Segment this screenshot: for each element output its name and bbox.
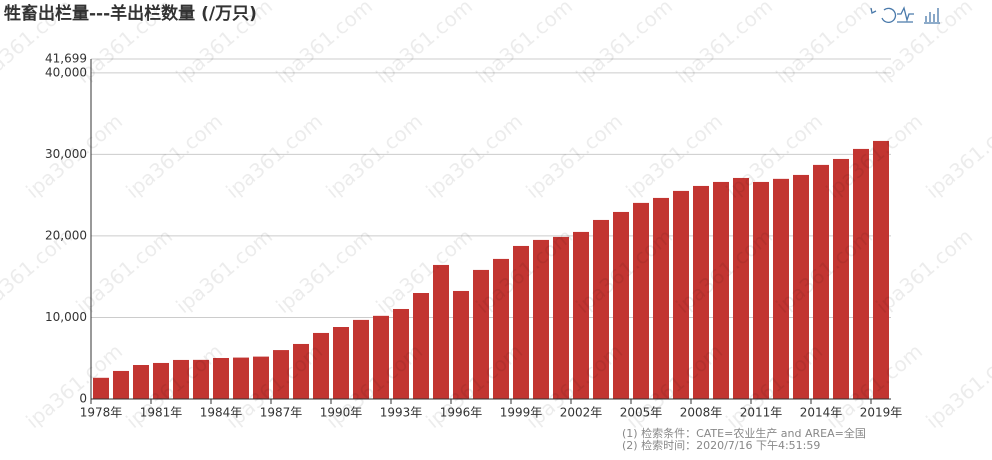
watermark: ipa361.com (21, 109, 127, 203)
bar (353, 319, 369, 399)
bar (713, 181, 729, 399)
line-icon[interactable] (897, 6, 914, 23)
bar (593, 219, 609, 399)
y-tick-label: 20,000 (45, 228, 87, 242)
watermark: ipa361.com (921, 109, 992, 203)
bar (253, 356, 269, 399)
bar (613, 211, 629, 399)
x-tick-label: 2002年 (560, 406, 603, 420)
bar (153, 362, 169, 399)
watermark: ipa361.com (421, 109, 527, 203)
bar (413, 293, 429, 399)
x-tick-label: 2019年 (860, 406, 903, 420)
x-tick-label: 1999年 (500, 406, 543, 420)
bar (773, 178, 789, 399)
x-tick-label: 2008年 (680, 406, 723, 420)
y-tick-label: 0 (79, 392, 87, 406)
watermark: ipa361.com (271, 0, 377, 88)
watermark: ipa361.com (871, 0, 977, 88)
watermark: ipa361.com (671, 0, 777, 88)
bar (333, 327, 349, 399)
restore-icon[interactable] (870, 7, 897, 24)
bar (313, 332, 329, 399)
bar (453, 290, 469, 399)
bar (633, 202, 649, 399)
footnote: (1) 检索条件：CATE=农业生产 and AREA=全国 (622, 426, 866, 440)
bar (793, 174, 809, 399)
bar (553, 236, 569, 399)
bar-icon[interactable] (924, 8, 940, 24)
bar (273, 350, 289, 399)
watermark: ipa361.com (621, 109, 727, 203)
bar (693, 185, 709, 399)
x-tick-label: 2011年 (740, 406, 783, 420)
x-tick-label: 1981年 (140, 406, 183, 420)
bar (193, 359, 209, 399)
watermark: ipa361.com (0, 224, 77, 318)
toolbox[interactable] (870, 6, 940, 24)
bar (673, 190, 689, 399)
x-tick-label: 1978年 (80, 406, 123, 420)
bar (293, 343, 309, 399)
bar (213, 357, 229, 399)
y-tick-label: 30,000 (45, 147, 87, 161)
x-tick-label: 1987年 (260, 406, 303, 420)
chart-title: 牲畜出栏量---羊出栏数量 (/万只) (4, 3, 257, 24)
bar (753, 181, 769, 399)
watermark: ipa361.com (921, 339, 992, 433)
bar (653, 197, 669, 399)
x-tick-label: 1996年 (440, 406, 483, 420)
watermark: ipa361.com (221, 109, 327, 203)
x-tick-label: 2014年 (800, 406, 843, 420)
bar (833, 158, 849, 399)
y-tick-label: 10,000 (45, 310, 87, 324)
bar (533, 239, 549, 399)
watermark: ipa361.com (71, 224, 177, 318)
y-tick-label: 40,000 (45, 65, 87, 79)
x-tick-label: 2005年 (620, 406, 663, 420)
watermark: ipa361.com (571, 0, 677, 88)
bar (873, 140, 889, 399)
watermark: ipa361.com (171, 224, 277, 318)
bar (173, 359, 189, 399)
bar (393, 308, 409, 399)
bar (433, 264, 449, 399)
bar (493, 258, 509, 399)
watermark: ipa361.com (121, 109, 227, 203)
watermark: ipa361.com (771, 0, 877, 88)
y-tick-label: 41,699 (45, 52, 87, 66)
bar (513, 245, 529, 399)
bar (853, 148, 869, 399)
watermark: ipa361.com (371, 0, 477, 88)
bar (133, 364, 149, 399)
watermark: ipa361.com (471, 0, 577, 88)
bar (733, 177, 749, 399)
watermark: ipa361.com (521, 109, 627, 203)
bar (813, 164, 829, 399)
watermark: ipa361.com (321, 109, 427, 203)
x-tick-label: 1993年 (380, 406, 423, 420)
bar (573, 231, 589, 399)
bar (113, 370, 129, 399)
footnote: (2) 检索时间：2020/7/16 下午4:51:59 (622, 438, 820, 452)
bar (93, 377, 109, 399)
x-tick-label: 1984年 (200, 406, 243, 420)
bar (473, 269, 489, 399)
bar (233, 357, 249, 399)
bar (373, 315, 389, 399)
x-tick-label: 1990年 (320, 406, 363, 420)
watermark: ipa361.com (271, 224, 377, 318)
